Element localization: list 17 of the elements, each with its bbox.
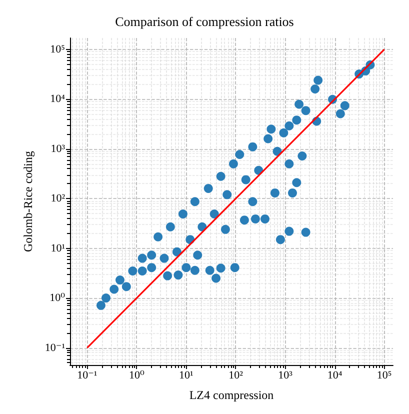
y-axis-title: Golomb-Rice coding (20, 151, 35, 252)
y-tick-label: 10⁵ (50, 43, 66, 56)
y-tick-label: 10³ (50, 142, 66, 155)
x-tick-label: 10⁰ (128, 370, 145, 382)
x-tick-label: 10⁵ (376, 370, 392, 382)
y-tick-label: 10⁴ (50, 93, 66, 106)
y-tick-label: 10¹ (50, 242, 65, 254)
chart-title: Comparison of compression ratios (115, 14, 294, 29)
x-tick-label: 10¹ (179, 370, 194, 382)
x-axis-title: LZ4 compression (189, 388, 274, 402)
y-tick-label: 10² (50, 192, 66, 205)
x-tick-label: 10⁴ (327, 370, 342, 382)
x-tick-label: 10³ (278, 370, 294, 382)
y-tick-label: 10⁰ (50, 292, 66, 304)
x-tick-label: 10⁻¹ (77, 370, 98, 382)
y-tick-label: 10⁻¹ (44, 342, 65, 354)
x-tick-label: 10² (228, 370, 244, 382)
